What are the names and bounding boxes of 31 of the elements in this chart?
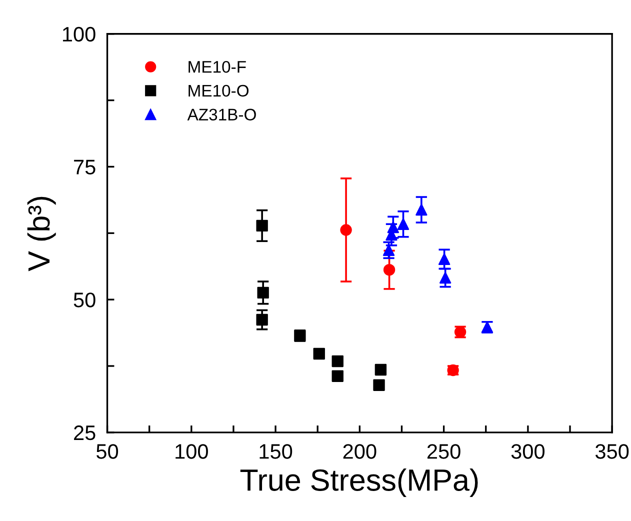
point	[383, 264, 396, 276]
y-axis-title: V (b³)	[27, 196, 56, 272]
point	[340, 224, 352, 236]
x-tick-label: 100	[176, 444, 208, 459]
point	[374, 364, 387, 376]
point	[332, 355, 344, 368]
x-tick-label: 250	[427, 444, 460, 459]
point	[313, 348, 325, 360]
x-tick-label: 350	[595, 444, 629, 459]
point	[438, 253, 450, 266]
point	[397, 218, 410, 230]
x-axis-title: True Stress(MPa)	[240, 468, 478, 497]
point	[257, 286, 269, 299]
x-tick-label: 300	[511, 444, 545, 459]
x-tick-label: 200	[343, 444, 376, 459]
y-tick-label: 100	[62, 26, 96, 42]
x-tick-label: 150	[260, 444, 292, 459]
legend-label: AZ31B-O	[187, 108, 256, 121]
x-tick-label: 50	[96, 444, 118, 459]
y-tick-label: 25	[74, 425, 96, 440]
point	[332, 370, 344, 382]
point	[387, 221, 399, 234]
point	[256, 314, 268, 326]
y-tick-label: 50	[74, 292, 96, 308]
point	[256, 220, 268, 232]
legend-label: ME10-O	[188, 84, 249, 97]
legend-label: ME10-F	[188, 60, 246, 73]
point	[439, 272, 452, 284]
y-tick-label: 75	[74, 160, 96, 174]
point	[373, 379, 385, 391]
point	[416, 204, 428, 216]
